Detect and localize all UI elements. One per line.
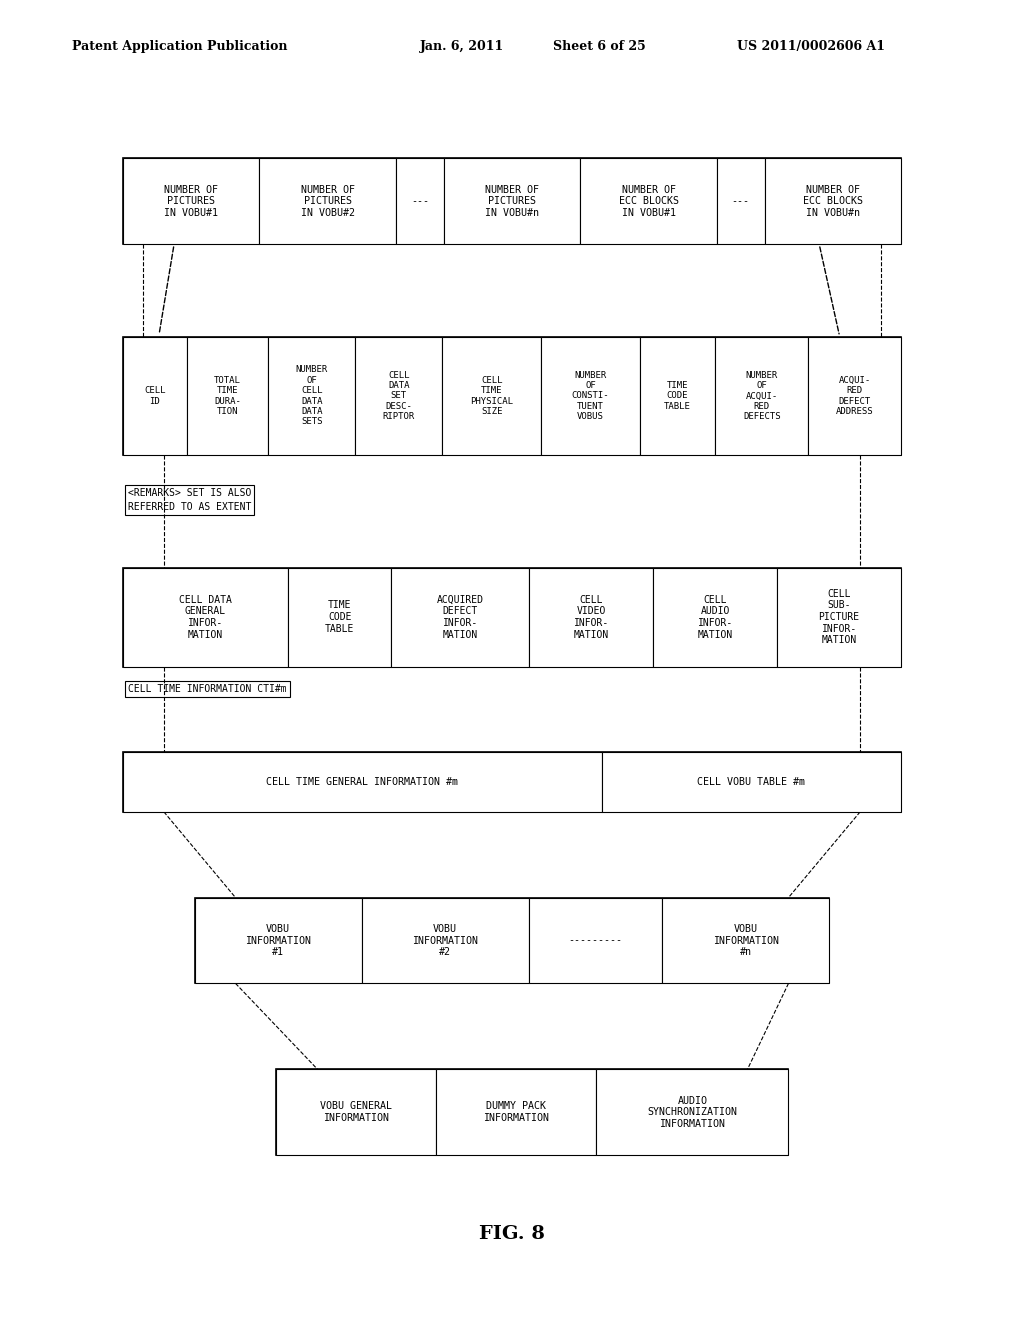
FancyBboxPatch shape	[355, 337, 442, 455]
Text: Jan. 6, 2011: Jan. 6, 2011	[420, 40, 504, 53]
Text: ---: ---	[732, 197, 750, 206]
FancyBboxPatch shape	[528, 898, 663, 983]
FancyBboxPatch shape	[288, 568, 391, 667]
FancyBboxPatch shape	[529, 568, 653, 667]
FancyBboxPatch shape	[123, 158, 259, 244]
FancyBboxPatch shape	[541, 337, 640, 455]
FancyBboxPatch shape	[195, 898, 361, 983]
Text: NUMBER
OF
ACQUI-
RED
DEFECTS: NUMBER OF ACQUI- RED DEFECTS	[743, 371, 780, 421]
FancyBboxPatch shape	[765, 158, 901, 244]
FancyBboxPatch shape	[717, 158, 765, 244]
FancyBboxPatch shape	[808, 337, 901, 455]
FancyBboxPatch shape	[581, 158, 717, 244]
Text: NUMBER
OF
CELL
DATA
DATA
SETS: NUMBER OF CELL DATA DATA SETS	[296, 366, 328, 426]
FancyBboxPatch shape	[123, 568, 901, 667]
FancyBboxPatch shape	[653, 568, 777, 667]
FancyBboxPatch shape	[195, 898, 829, 983]
Text: CELL
TIME
PHYSICAL
SIZE: CELL TIME PHYSICAL SIZE	[470, 376, 513, 416]
Text: ---: ---	[411, 197, 429, 206]
Text: CELL
VIDEO
INFOR-
MATION: CELL VIDEO INFOR- MATION	[573, 595, 609, 639]
FancyBboxPatch shape	[259, 158, 396, 244]
Text: US 2011/0002606 A1: US 2011/0002606 A1	[737, 40, 886, 53]
FancyBboxPatch shape	[442, 337, 541, 455]
FancyBboxPatch shape	[663, 898, 829, 983]
FancyBboxPatch shape	[596, 1069, 788, 1155]
FancyBboxPatch shape	[123, 752, 602, 812]
Text: VOBU
INFORMATION
#n: VOBU INFORMATION #n	[713, 924, 779, 957]
FancyBboxPatch shape	[276, 1069, 436, 1155]
Text: CELL TIME INFORMATION CTI#m: CELL TIME INFORMATION CTI#m	[128, 684, 287, 694]
Text: <REMARKS> SET IS ALSO
REFERRED TO AS EXTENT: <REMARKS> SET IS ALSO REFERRED TO AS EXT…	[128, 488, 251, 512]
Text: VOBU
INFORMATION
#1: VOBU INFORMATION #1	[245, 924, 311, 957]
FancyBboxPatch shape	[268, 337, 355, 455]
Text: CELL DATA
GENERAL
INFOR-
MATION: CELL DATA GENERAL INFOR- MATION	[179, 595, 232, 639]
Text: VOBU GENERAL
INFORMATION: VOBU GENERAL INFORMATION	[321, 1101, 392, 1123]
Text: TIME
CODE
TABLE: TIME CODE TABLE	[665, 381, 691, 411]
Text: TOTAL
TIME
DURA-
TION: TOTAL TIME DURA- TION	[214, 376, 241, 416]
Text: CELL
DATA
SET
DESC-
RIPTOR: CELL DATA SET DESC- RIPTOR	[383, 371, 415, 421]
FancyBboxPatch shape	[276, 1069, 788, 1155]
Text: NUMBER OF
ECC BLOCKS
IN VOBU#1: NUMBER OF ECC BLOCKS IN VOBU#1	[618, 185, 679, 218]
Text: TIME
CODE
TABLE: TIME CODE TABLE	[326, 601, 354, 634]
FancyBboxPatch shape	[396, 158, 443, 244]
FancyBboxPatch shape	[602, 752, 901, 812]
Text: Patent Application Publication: Patent Application Publication	[72, 40, 287, 53]
FancyBboxPatch shape	[123, 158, 901, 244]
Text: CELL VOBU TABLE #m: CELL VOBU TABLE #m	[697, 777, 806, 787]
Text: NUMBER OF
PICTURES
IN VOBU#n: NUMBER OF PICTURES IN VOBU#n	[485, 185, 539, 218]
FancyBboxPatch shape	[123, 337, 901, 455]
Text: CELL
SUB-
PICTURE
INFOR-
MATION: CELL SUB- PICTURE INFOR- MATION	[818, 589, 860, 645]
FancyBboxPatch shape	[123, 337, 186, 455]
FancyBboxPatch shape	[123, 568, 288, 667]
Text: CELL
AUDIO
INFOR-
MATION: CELL AUDIO INFOR- MATION	[697, 595, 733, 639]
FancyBboxPatch shape	[716, 337, 808, 455]
FancyBboxPatch shape	[777, 568, 901, 667]
FancyBboxPatch shape	[436, 1069, 596, 1155]
Text: FIG. 8: FIG. 8	[479, 1225, 545, 1243]
FancyBboxPatch shape	[186, 337, 268, 455]
Text: Sheet 6 of 25: Sheet 6 of 25	[553, 40, 646, 53]
FancyBboxPatch shape	[391, 568, 529, 667]
Text: ---------: ---------	[568, 936, 623, 945]
Text: ACQUIRED
DEFECT
INFOR-
MATION: ACQUIRED DEFECT INFOR- MATION	[437, 595, 484, 639]
Text: DUMMY PACK
INFORMATION: DUMMY PACK INFORMATION	[483, 1101, 550, 1123]
FancyBboxPatch shape	[361, 898, 528, 983]
FancyBboxPatch shape	[640, 337, 716, 455]
Text: NUMBER
OF
CONSTI-
TUENT
VOBUS: NUMBER OF CONSTI- TUENT VOBUS	[571, 371, 609, 421]
Text: NUMBER OF
PICTURES
IN VOBU#1: NUMBER OF PICTURES IN VOBU#1	[164, 185, 218, 218]
Text: VOBU
INFORMATION
#2: VOBU INFORMATION #2	[413, 924, 478, 957]
FancyBboxPatch shape	[443, 158, 581, 244]
Text: NUMBER OF
ECC BLOCKS
IN VOBU#n: NUMBER OF ECC BLOCKS IN VOBU#n	[803, 185, 863, 218]
Text: NUMBER OF
PICTURES
IN VOBU#2: NUMBER OF PICTURES IN VOBU#2	[301, 185, 354, 218]
FancyBboxPatch shape	[123, 752, 901, 812]
Text: CELL
ID: CELL ID	[144, 387, 166, 405]
Text: CELL TIME GENERAL INFORMATION #m: CELL TIME GENERAL INFORMATION #m	[266, 777, 459, 787]
Text: ACQUI-
RED
DEFECT
ADDRESS: ACQUI- RED DEFECT ADDRESS	[836, 376, 873, 416]
Text: AUDIO
SYNCHRONIZATION
INFORMATION: AUDIO SYNCHRONIZATION INFORMATION	[647, 1096, 737, 1129]
